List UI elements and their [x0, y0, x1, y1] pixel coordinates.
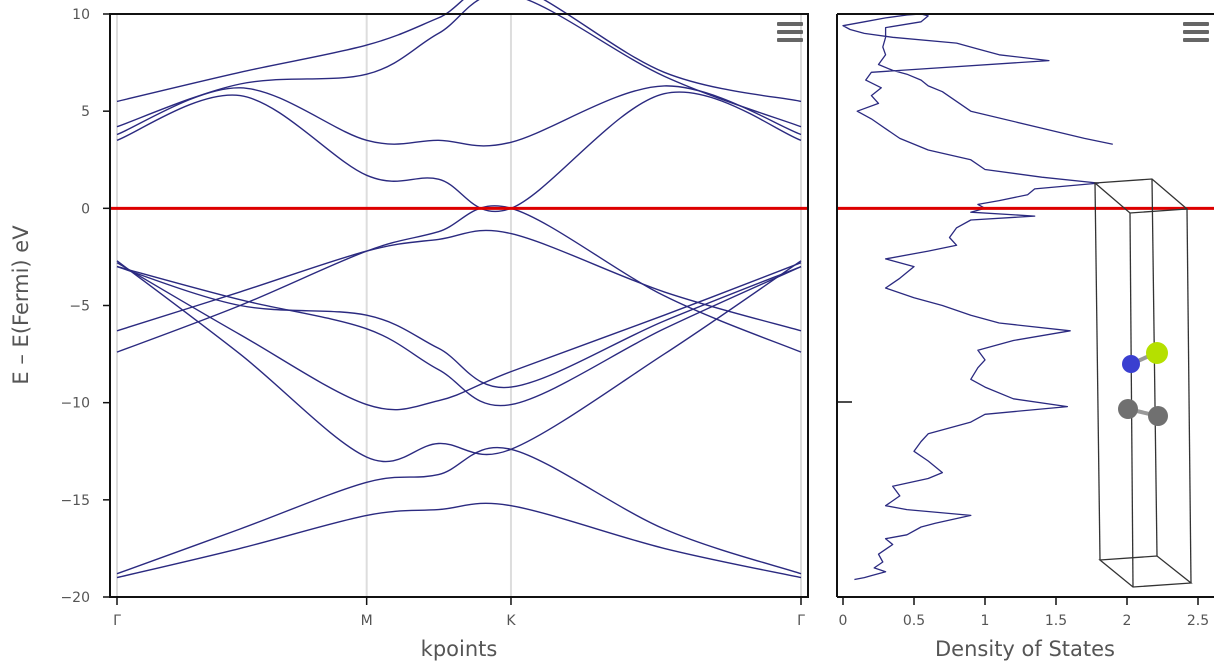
dos-x-axis-title: Density of States	[935, 637, 1115, 661]
dos-x-tick-label: 0	[839, 613, 848, 629]
atom-carbon	[1118, 399, 1138, 419]
band-line-10	[116, 85, 802, 147]
dos-plot-area	[837, 14, 1214, 597]
band-line-11	[116, 0, 802, 128]
dos-x-tick-label: 1	[981, 613, 990, 629]
x-axis-title: kpoints	[421, 637, 498, 661]
y-tick-label: 10	[72, 7, 90, 23]
y-tick-label: 0	[81, 201, 90, 217]
band-line-12	[116, 0, 802, 103]
band-line-6	[116, 265, 802, 407]
unit-cell-illustration	[1093, 178, 1193, 588]
band-line-1	[116, 502, 802, 579]
dos-x-tick-label: 0.5	[903, 613, 925, 629]
band-line-4	[116, 262, 802, 411]
band-structure-chart: −20 −15 −10 −5 0 5 10 Γ M K Γ E – E(Fermi) eV kpo…	[9, 0, 809, 661]
dos-x-tick-label: 1.5	[1045, 613, 1067, 629]
y-tick-label: 5	[81, 104, 90, 120]
dos-chart-menu-button[interactable]	[1182, 20, 1210, 44]
hamburger-menu-icon	[1183, 22, 1209, 42]
band-line-3	[116, 260, 802, 463]
kpoint-label: Γ	[113, 613, 121, 629]
dos-x-tick-labels: 0 0.5 1 1.5 2 2.5	[839, 597, 1209, 629]
kpoint-label: Γ	[797, 613, 805, 629]
y-tick-label: −10	[60, 396, 90, 412]
y-axis-ticks: −20 −15 −10 −5 0 5 10	[60, 7, 110, 606]
kpoint-label: M	[361, 613, 373, 629]
y-tick-label: −15	[60, 493, 90, 509]
dos-x-tick-label: 2.5	[1187, 613, 1209, 629]
atom-carbon	[1148, 406, 1168, 426]
dos-x-tick-label: 2	[1123, 613, 1132, 629]
atom-fluorine	[1146, 342, 1168, 364]
atom-nitrogen	[1122, 355, 1140, 373]
band-line-9	[116, 91, 802, 213]
band-line-7	[116, 229, 802, 332]
dos-chart: 0 0.5 1 1.5 2 2.5 Density of States	[836, 13, 1214, 661]
hamburger-menu-icon	[777, 22, 803, 42]
kpoint-grid-lines	[116, 14, 802, 597]
band-series-group	[116, 0, 802, 579]
y-tick-label: −5	[69, 299, 90, 315]
kpoint-label: K	[506, 613, 516, 629]
band-line-8	[116, 205, 802, 353]
band-line-2	[116, 446, 802, 575]
y-axis-title: E – E(Fermi) eV	[9, 225, 33, 385]
chart-menu-button[interactable]	[776, 20, 804, 44]
y-tick-label: −20	[60, 590, 90, 606]
